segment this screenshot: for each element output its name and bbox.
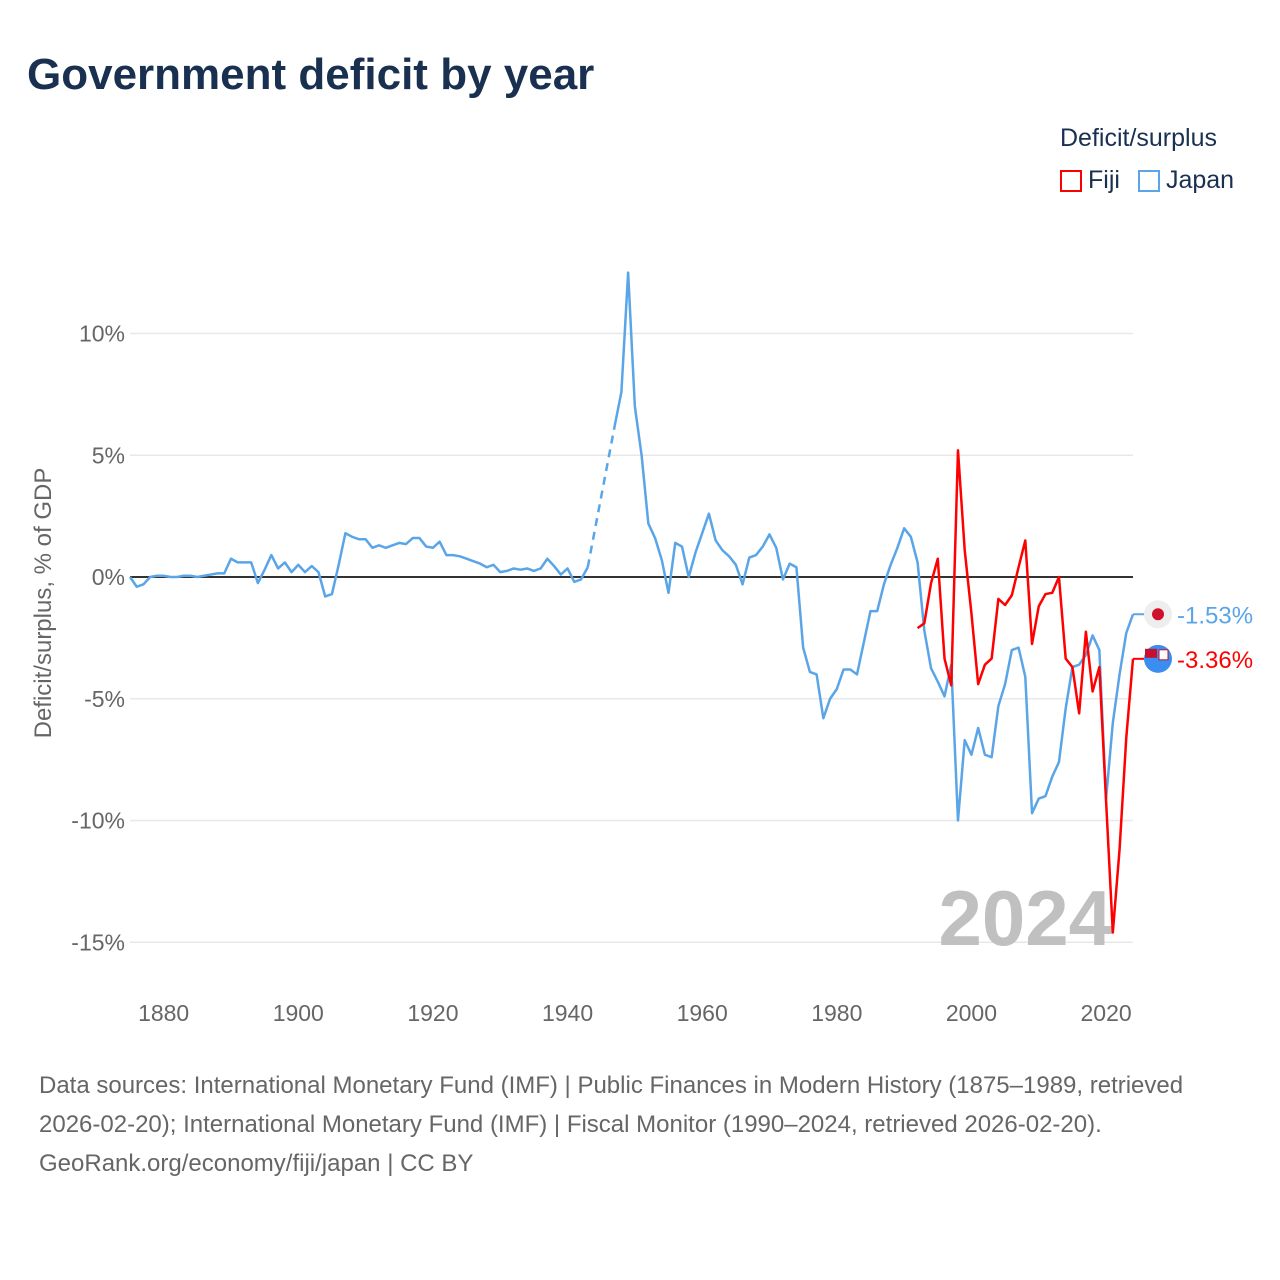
y-tick-label: 5% xyxy=(92,442,125,468)
x-tick-label: 1960 xyxy=(677,1000,728,1026)
x-tick-label: 1880 xyxy=(138,1000,189,1026)
japan-end-label: -1.53% xyxy=(1177,602,1253,629)
legend: Fiji Japan xyxy=(1060,166,1234,195)
x-tick-label: 1980 xyxy=(811,1000,862,1026)
x-tick-label: 2020 xyxy=(1080,1000,1131,1026)
page-title: Government deficit by year xyxy=(27,50,595,99)
fiji-series-line xyxy=(916,449,1135,934)
year-watermark: 2024 xyxy=(938,874,1112,962)
x-tick-label: 2000 xyxy=(946,1000,997,1026)
japan-gap-line xyxy=(586,425,616,568)
legend-title: Deficit/surplus xyxy=(1060,124,1217,152)
legend-swatch-japan xyxy=(1137,169,1160,192)
japan-flag-dot xyxy=(1152,608,1164,621)
data-sources: Data sources: International Monetary Fun… xyxy=(39,1072,1184,1138)
credit-link[interactable]: GeoRank.org/economy/fiji/japan | CC BY xyxy=(39,1150,474,1177)
legend-item-fiji[interactable]: Fiji xyxy=(1060,166,1120,195)
fiji-flag-shield xyxy=(1158,649,1169,661)
fiji-end-label: -3.36% xyxy=(1177,647,1253,674)
y-axis-label: Deficit/surplus, % of GDP xyxy=(30,468,57,739)
japan-series-line xyxy=(128,271,1135,822)
y-tick-label: -15% xyxy=(71,929,125,955)
x-tick-label: 1940 xyxy=(542,1000,593,1026)
legend-label-fiji: Fiji xyxy=(1088,166,1120,194)
y-tick-label: -10% xyxy=(71,808,125,834)
footer: Data sources: International Monetary Fun… xyxy=(39,1066,1239,1183)
legend-swatch-fiji xyxy=(1060,169,1082,192)
y-tick-label: -5% xyxy=(84,686,125,712)
legend-item-japan[interactable]: Japan xyxy=(1137,166,1235,195)
fiji-flag-union-jack xyxy=(1145,648,1157,658)
legend-label-japan: Japan xyxy=(1165,166,1235,194)
x-tick-label: 1900 xyxy=(273,1000,324,1026)
y-tick-label: 0% xyxy=(92,564,125,590)
y-tick-label: 10% xyxy=(79,321,125,347)
x-tick-label: 1920 xyxy=(407,1000,458,1026)
